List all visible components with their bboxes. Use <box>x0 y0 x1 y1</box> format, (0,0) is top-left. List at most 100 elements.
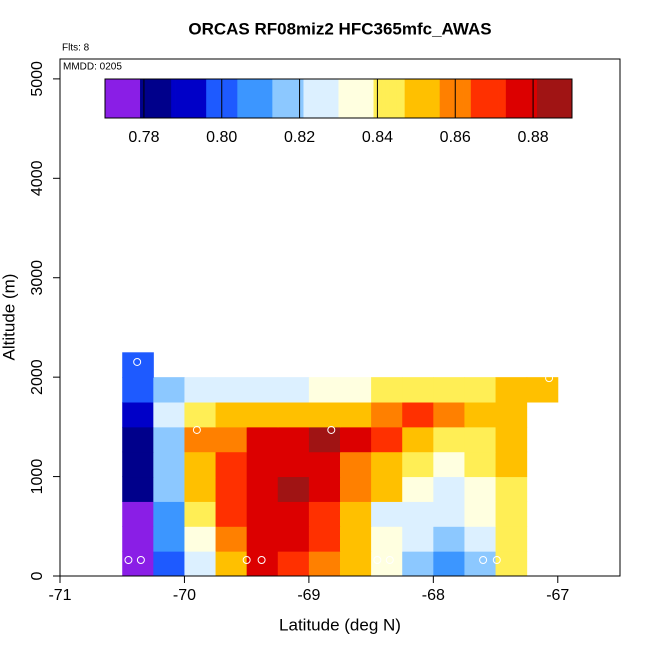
y-tick-label: 5000 <box>29 61 46 97</box>
colorbar-swatch <box>245 79 250 118</box>
y-tick-label: 4000 <box>29 160 46 196</box>
colorbar-swatch <box>326 79 332 118</box>
colorbar-swatch <box>186 79 192 118</box>
heat-cell <box>464 451 497 478</box>
heat-cell <box>433 551 465 577</box>
colorbar-tick-label: 0.88 <box>518 129 549 146</box>
y-tick-label: 3000 <box>29 260 46 296</box>
heat-cell <box>215 377 248 403</box>
sample-point <box>257 555 266 564</box>
colorbar-swatch <box>498 79 503 118</box>
colorbar-swatch <box>315 79 320 118</box>
heat-cell <box>402 451 434 478</box>
colorbar-swatch <box>280 79 285 118</box>
y-tick-label: 0 <box>29 571 46 580</box>
y-axis-label: Altitude (m) <box>0 274 18 361</box>
colorbar-swatch <box>373 79 378 118</box>
colorbar-swatch <box>167 79 172 118</box>
colorbar-swatch <box>124 79 129 118</box>
colorbar-swatch <box>237 79 242 118</box>
colorbar-swatch <box>533 79 538 118</box>
heat-cell <box>215 501 248 527</box>
heat-cell <box>277 451 310 478</box>
colorbar-swatch <box>299 79 304 118</box>
heat-cell <box>277 526 310 552</box>
colorbar-swatch <box>108 79 114 118</box>
heat-cell <box>277 476 310 502</box>
colorbar-swatch <box>256 79 262 118</box>
colorbar-swatch <box>159 79 164 118</box>
colorbar-swatch <box>346 79 351 118</box>
heat-cell <box>433 377 465 403</box>
y-tick-label: 1000 <box>29 459 46 495</box>
heat-cell <box>184 501 217 527</box>
colorbar-swatch <box>284 79 289 118</box>
heat-cell <box>153 402 185 428</box>
colorbar-swatch <box>365 79 371 118</box>
heat-cell <box>371 526 403 552</box>
heat-cell <box>340 501 372 527</box>
colorbar-swatch <box>229 79 234 118</box>
heat-cell <box>122 451 154 478</box>
colorbar-swatch <box>287 79 293 118</box>
heat-cell <box>153 501 185 527</box>
colorbar-swatch <box>132 79 137 118</box>
heat-cell <box>277 551 310 577</box>
heat-cell <box>371 402 403 428</box>
colorbar-swatch <box>334 79 339 118</box>
heat-cell <box>371 426 403 453</box>
colorbar-swatch <box>369 79 374 118</box>
heat-cell <box>371 476 403 502</box>
colorbar-frame <box>104 78 573 119</box>
heat-cell <box>122 377 154 403</box>
heat-cell <box>122 476 154 502</box>
heat-cell <box>153 526 185 552</box>
colorbar-swatch <box>217 79 223 118</box>
heat-cell <box>122 526 154 552</box>
heat-cell <box>495 501 528 527</box>
heat-cell <box>371 501 403 527</box>
colorbar-swatch <box>435 79 441 118</box>
heat-cell <box>246 526 279 552</box>
colorbar-swatch <box>400 79 406 118</box>
colorbar-swatch <box>431 79 437 118</box>
heat-cell <box>495 402 528 428</box>
heat-cell <box>184 526 217 552</box>
x-tick-label: -69 <box>297 587 320 604</box>
colorbar-swatch <box>128 79 133 118</box>
colorbar-swatch <box>311 79 316 118</box>
colorbar-swatch <box>385 79 390 118</box>
heat-cell <box>308 402 341 428</box>
heat-cell <box>402 402 434 428</box>
colorbar-swatch <box>513 79 518 118</box>
heat-cell <box>308 377 341 403</box>
colorbar-swatch <box>276 79 281 118</box>
heat-cell <box>122 551 154 577</box>
heat-cell <box>246 377 279 403</box>
heat-cell <box>371 551 403 577</box>
heat-cell <box>184 402 217 428</box>
colorbar-swatch <box>202 79 207 118</box>
colorbar-swatch <box>116 79 121 118</box>
heat-cell <box>215 451 248 478</box>
heat-cell <box>464 501 497 527</box>
colorbar-swatch <box>552 79 557 118</box>
colorbar-swatch <box>486 79 491 118</box>
colorbar-swatch <box>536 79 542 118</box>
colorbar-swatch <box>163 79 168 118</box>
colorbar-swatch <box>560 79 565 118</box>
colorbar-swatch <box>466 79 472 118</box>
date-note: MMDD: 0205 <box>63 62 122 73</box>
colorbar-swatch <box>357 79 363 118</box>
colorbar-tick-label: 0.78 <box>128 129 159 146</box>
colorbar-swatch <box>350 79 355 118</box>
heat-cell <box>464 426 497 453</box>
colorbar-swatch <box>517 79 522 118</box>
colorbar-swatch <box>194 79 199 118</box>
heat-cell <box>153 476 185 502</box>
colorbar-swatch <box>494 79 499 118</box>
colorbar-swatch <box>544 79 550 118</box>
colorbar-swatch <box>147 79 153 118</box>
heat-cell <box>215 402 248 428</box>
colorbar-swatch <box>182 79 188 118</box>
